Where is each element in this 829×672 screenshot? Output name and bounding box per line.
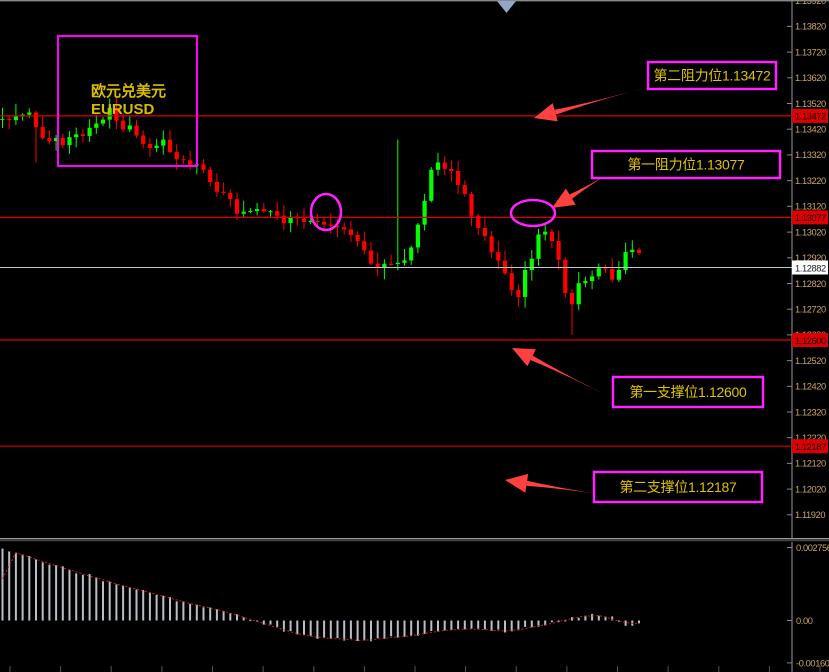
svg-text:1.12420: 1.12420 (795, 382, 826, 392)
svg-text:1.12520: 1.12520 (795, 356, 826, 366)
svg-text:1.13220: 1.13220 (795, 176, 826, 186)
svg-text:第一支撑位1.12600: 第一支撑位1.12600 (629, 384, 747, 400)
svg-text:1.12720: 1.12720 (795, 305, 826, 315)
svg-text:1.12882: 1.12882 (795, 263, 826, 273)
svg-text:1.12020: 1.12020 (795, 484, 826, 494)
svg-text:1.12120: 1.12120 (795, 459, 826, 469)
svg-text:1.13820: 1.13820 (795, 22, 826, 32)
svg-text:1.13020: 1.13020 (795, 227, 826, 237)
svg-text:1.12187: 1.12187 (795, 442, 826, 452)
svg-text:1.12600: 1.12600 (795, 336, 826, 346)
svg-text:欧元兑美元: 欧元兑美元 (91, 82, 166, 100)
svg-text:EURUSD: EURUSD (91, 101, 155, 118)
svg-text:1.13077: 1.13077 (795, 213, 826, 223)
svg-text:1.13120: 1.13120 (795, 202, 826, 212)
svg-text:1.13320: 1.13320 (795, 150, 826, 160)
svg-text:第一阻力位1.13077: 第一阻力位1.13077 (627, 156, 745, 172)
svg-text:1.13420: 1.13420 (795, 125, 826, 135)
svg-text:1.12820: 1.12820 (795, 279, 826, 289)
svg-text:1.12320: 1.12320 (795, 407, 826, 417)
svg-text:0.00: 0.00 (796, 616, 813, 626)
svg-text:1.13472: 1.13472 (795, 112, 826, 122)
svg-text:1.13620: 1.13620 (795, 73, 826, 83)
svg-text:1.11920: 1.11920 (795, 510, 825, 520)
svg-text:1.13520: 1.13520 (795, 99, 826, 109)
svg-text:第二支撑位1.12187: 第二支撑位1.12187 (619, 479, 737, 495)
svg-text:0.002756: 0.002756 (796, 543, 829, 553)
svg-text:-0.001603: -0.001603 (796, 658, 829, 668)
svg-text:第二阻力位1.13472: 第二阻力位1.13472 (653, 67, 771, 83)
svg-text:1.13720: 1.13720 (795, 47, 826, 57)
